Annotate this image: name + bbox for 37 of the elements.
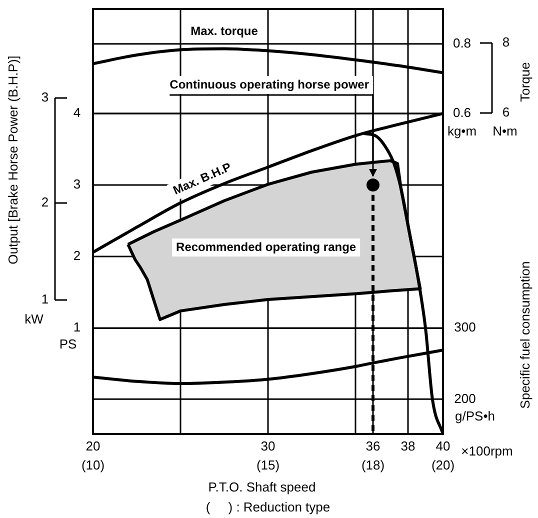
text: g/PS•h	[455, 408, 495, 424]
y-axis-title: Output [Brake Horse Power (B.H.P)]	[6, 56, 21, 264]
series-label: Max. torque	[190, 24, 258, 38]
text: PS	[59, 336, 77, 352]
x2-tick-label: (15)	[256, 458, 280, 473]
x-tick-label: 40	[436, 438, 450, 454]
text: ( ) : Reduction type	[206, 500, 330, 515]
y2-axis-title: Torque	[518, 62, 533, 102]
series-label: Recommended operating range	[176, 240, 356, 254]
x2-tick-label: (10)	[81, 458, 105, 473]
text: ×100rpm	[461, 444, 513, 459]
text: Max. B.H.P	[170, 160, 234, 198]
text: 8	[502, 34, 510, 50]
y2-tick-label: 0.8	[452, 35, 472, 50]
text: kW	[24, 312, 44, 327]
x-axis-title: P.T.O. Shaft speed	[208, 480, 316, 495]
y-tick-label: 3	[73, 176, 81, 192]
x-tick-label: 36	[366, 438, 380, 454]
text: kg•m	[447, 124, 477, 139]
y-tick-label: 1	[73, 320, 81, 335]
x-tick-label: 38	[400, 438, 416, 454]
y3-tick-label: 200	[454, 390, 476, 406]
text: N•m	[492, 124, 518, 139]
annotation: Continuous operating horse power	[170, 77, 370, 92]
x-tick-label: 30	[260, 438, 276, 454]
y3-axis-title: Specific fuel consumption	[518, 261, 533, 409]
text: 1	[41, 292, 49, 307]
y2-tick-label: 0.6	[452, 105, 472, 120]
x-tick-label: 20	[86, 438, 100, 454]
text: 2	[41, 194, 49, 210]
y-tick-label: 4	[73, 105, 81, 120]
x2-tick-label: (18)	[361, 458, 385, 473]
y-tick-label: 2	[73, 248, 81, 264]
text: 6	[502, 104, 510, 120]
y3-tick-label: 300	[454, 320, 476, 335]
text: 3	[41, 90, 49, 105]
x2-tick-label: (20)	[431, 458, 455, 473]
